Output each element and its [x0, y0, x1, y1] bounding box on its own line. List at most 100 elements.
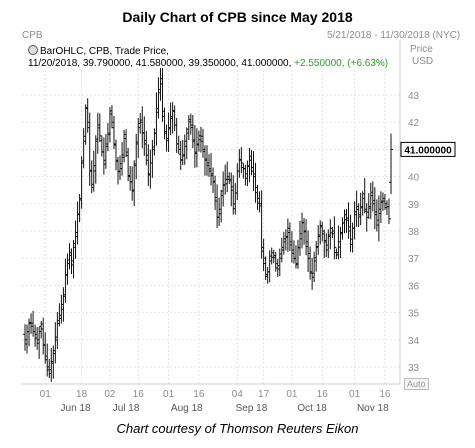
ohlc-bar: [213, 175, 218, 210]
ohlc-bar: [277, 248, 282, 277]
y-tick-label: 38: [408, 227, 420, 238]
ohlc-bar: [271, 249, 276, 264]
ohlc-bar: [146, 144, 151, 186]
ohlc-bar: [241, 163, 246, 179]
x-tick-label: 17: [258, 389, 270, 400]
x-month-label: Oct 18: [297, 403, 327, 414]
ohlc-bar: [198, 126, 203, 153]
ohlc-bar: [227, 172, 232, 185]
ohlc-bar: [186, 115, 191, 140]
ohlc-bar: [51, 345, 56, 379]
ohlc-bar: [279, 237, 284, 263]
ohlc-bar: [253, 162, 258, 203]
ohlc-bar: [128, 166, 133, 191]
legend-ohlc-values: 11/20/2018, 39.790000, 41.580000, 39.350…: [28, 58, 295, 69]
ohlc-bar: [67, 243, 72, 270]
ohlc-bar: [107, 107, 112, 143]
ohlc-bar: [188, 113, 193, 135]
ohlc-bar: [73, 220, 78, 259]
ohlc-bar: [380, 192, 385, 211]
ohlc-bar: [269, 247, 274, 265]
x-tick-label: 18: [76, 389, 88, 400]
ohlc-bar: [304, 219, 309, 256]
x-tick-label: 02: [104, 389, 116, 400]
ohlc-bar: [386, 198, 391, 225]
ohlc-bar: [372, 187, 377, 229]
ohlc-bar: [334, 248, 339, 260]
ohlc-bar: [291, 240, 296, 264]
ohlc-bar: [366, 193, 371, 219]
ohlc-bar: [109, 105, 114, 129]
ohlc-bar: [249, 150, 254, 176]
last-price-box: [400, 141, 456, 157]
x-month-label: Jun 18: [61, 403, 91, 414]
x-tick-label: 16: [317, 389, 329, 400]
price-axis-label: Price: [410, 44, 433, 55]
legend-values: 11/20/2018, 39.790000, 41.580000, 39.350…: [28, 58, 388, 69]
ohlc-bar: [378, 191, 383, 223]
y-tick-label: 39: [408, 200, 420, 211]
ohlc-bar: [273, 251, 278, 272]
ohlc-bar: [148, 149, 153, 189]
ohlc-bar: [164, 124, 169, 152]
ohlc-bar: [154, 92, 159, 146]
x-tick-label: 01: [286, 389, 298, 400]
ohlc-bar: [350, 222, 355, 253]
y-tick-label: 40: [408, 173, 420, 184]
symbol-label: CPB: [22, 30, 43, 41]
date-range-label: 5/21/2018 - 11/30/2018 (NYC): [327, 30, 461, 41]
ohlc-bar: [138, 113, 143, 134]
ohlc-bar: [243, 164, 248, 186]
ohlc-bar: [328, 219, 333, 250]
ohlc-bar: [47, 358, 52, 379]
chart-title: Daily Chart of CPB since May 2018: [122, 9, 353, 25]
x-tick-label: 01: [40, 389, 52, 400]
ohlc-bar: [370, 181, 375, 212]
ohlc-bar: [33, 324, 38, 347]
ohlc-bar: [314, 241, 319, 272]
ohlc-bar: [207, 154, 212, 177]
x-tick-label: 16: [193, 389, 205, 400]
ohlc-bar: [95, 112, 100, 154]
ohlc-bar: [105, 123, 110, 152]
ohlc-bar: [150, 139, 155, 178]
ohlc-bar: [376, 195, 381, 242]
ohlc-bar: [53, 322, 58, 364]
ohlc-bar: [237, 149, 242, 178]
ohlc-bar: [362, 178, 367, 214]
ohlc-bar: [322, 229, 327, 258]
ohlc-bar: [233, 183, 238, 215]
ohlc-bar: [340, 217, 345, 240]
ohlc-bar: [215, 184, 220, 228]
ohlc-bar: [25, 324, 30, 354]
ohlc-bar: [342, 209, 347, 234]
ohlc-bar: [77, 193, 82, 223]
ohlc-bar: [200, 128, 205, 158]
ohlc-bar: [120, 141, 125, 176]
ohlc-bar: [267, 250, 272, 283]
auto-scale-button[interactable]: Auto: [404, 378, 429, 390]
ohlc-bar: [338, 226, 343, 259]
ohlc-bar: [144, 130, 149, 166]
ohlc-bar: [221, 171, 226, 207]
ohlc-bar: [172, 105, 177, 131]
ohlc-bar: [99, 135, 104, 157]
ohlc-bar: [69, 248, 74, 275]
y-tick-label: 33: [408, 363, 420, 374]
ohlc-bar: [178, 141, 183, 170]
ohlc-bar: [116, 157, 121, 185]
ohlc-bar: [261, 238, 266, 271]
ohlc-bar: [235, 163, 240, 201]
ohlc-bar: [219, 189, 224, 223]
x-tick-label: 01: [349, 389, 361, 400]
ohlc-bar: [170, 102, 175, 134]
x-month-label: Sep 18: [236, 403, 268, 414]
ohlc-bar: [332, 216, 337, 260]
ohlc-bar: [37, 326, 42, 359]
ohlc-bar: [295, 239, 300, 269]
ohlc-bar: [259, 190, 264, 259]
ohlc-bar: [31, 311, 36, 337]
ohlc-bar: [184, 127, 189, 160]
ohlc-bar: [130, 166, 135, 201]
ohlc-bar: [368, 182, 373, 220]
